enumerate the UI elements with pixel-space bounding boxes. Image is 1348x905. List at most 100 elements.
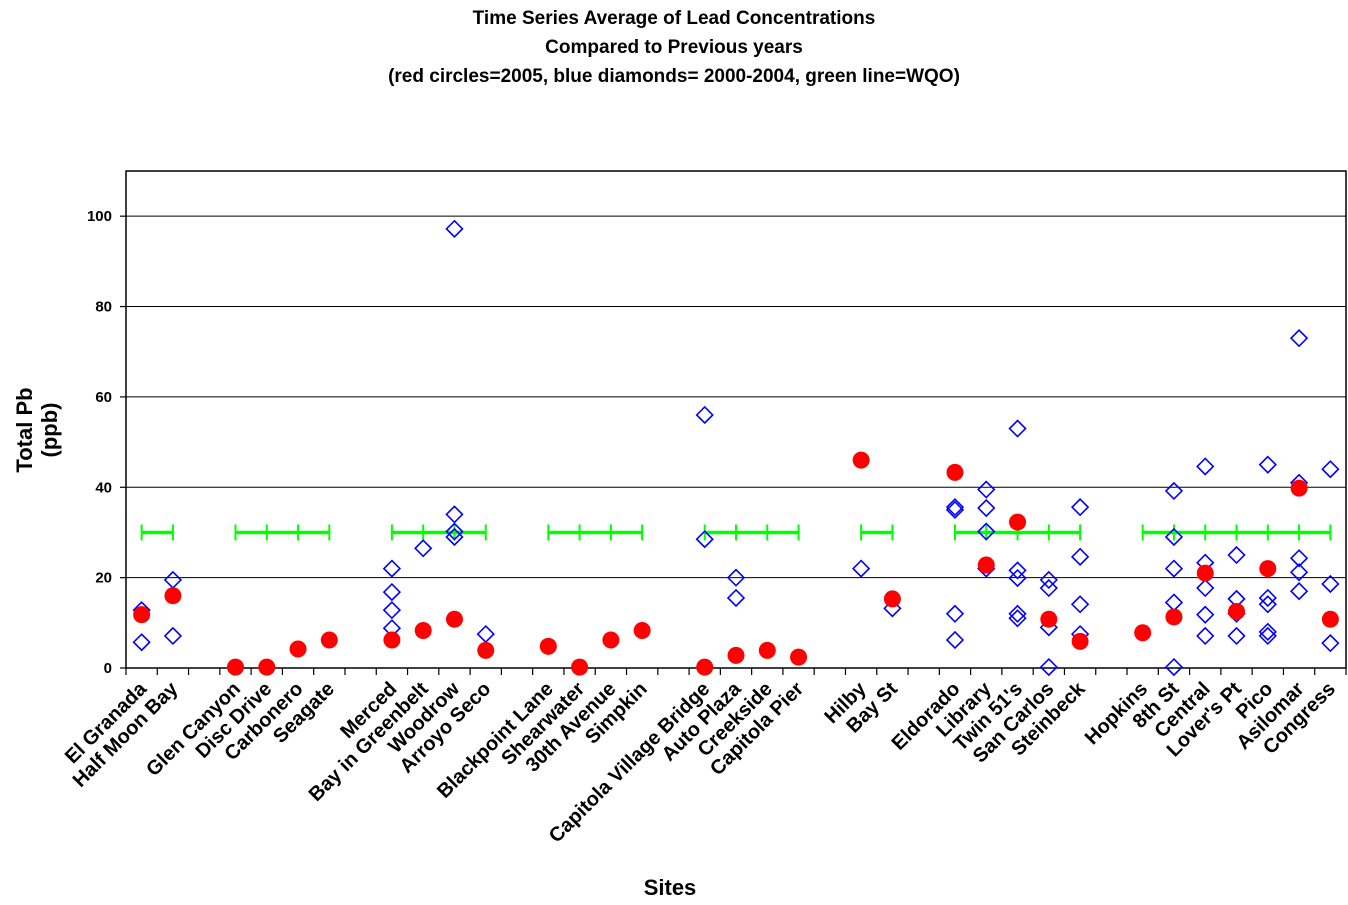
red-circle-point <box>477 641 495 659</box>
blue-diamond-point <box>1289 563 1309 582</box>
blue-diamond-point <box>163 626 183 646</box>
blue-diamond-point <box>1070 595 1090 614</box>
blue-diamond-point <box>1070 498 1090 517</box>
blue-diamond-point <box>1227 626 1246 646</box>
blue-diamond-point <box>445 527 464 547</box>
blue-diamond-point <box>1070 547 1090 566</box>
blue-diamond-point <box>1196 457 1215 476</box>
y-tick-label: 0 <box>104 660 112 677</box>
blue-diamond-point <box>1164 481 1184 501</box>
red-circle-point <box>727 646 745 664</box>
blue-diamond-point <box>883 599 902 618</box>
blue-diamond-point <box>445 522 464 541</box>
blue-diamond-point <box>1008 419 1027 438</box>
blue-diamond-point <box>977 522 996 541</box>
red-circle-point <box>383 631 401 649</box>
blue-diamond-point <box>1196 578 1215 598</box>
blue-diamond-point <box>977 480 996 499</box>
red-circle-point <box>1290 479 1308 497</box>
red-circle-point <box>414 621 432 639</box>
blue-diamond-point <box>382 582 402 602</box>
blue-diamond-point <box>1289 549 1309 568</box>
blue-diamond-point <box>1008 609 1027 628</box>
blue-diamond-point <box>1321 574 1340 594</box>
blue-diamond-point <box>1164 559 1184 578</box>
plot-area <box>125 170 1347 669</box>
red-circle-point <box>696 658 714 676</box>
y-tick-label: 60 <box>95 389 112 406</box>
blue-diamond-point <box>1008 561 1027 580</box>
blue-diamond-point <box>1008 568 1027 588</box>
red-circle-point <box>1134 624 1152 642</box>
blue-diamond-point <box>1196 605 1215 624</box>
red-circle-point <box>602 631 620 649</box>
blue-diamond-point <box>1258 595 1277 614</box>
red-circle-point <box>133 606 151 624</box>
blue-diamond-point <box>1258 622 1277 641</box>
x-axis-title: Sites <box>644 875 697 900</box>
y-tick-label: 100 <box>87 208 112 225</box>
red-circle-point <box>946 463 964 481</box>
y-axis-title-line-2: (ppb) <box>37 403 62 458</box>
red-circle-point <box>883 590 901 608</box>
red-circle-point <box>164 587 182 605</box>
red-circle-point <box>1196 564 1214 582</box>
chart-title-line-3: (red circles=2005, blue diamonds= 2000-2… <box>388 66 960 87</box>
blue-diamond-point <box>1164 527 1184 547</box>
blue-diamond-point <box>1258 588 1277 608</box>
y-tick-label: 40 <box>95 479 112 496</box>
red-circle-point <box>758 641 776 659</box>
blue-diamond-point <box>1196 626 1215 646</box>
red-circle-point <box>258 658 276 676</box>
red-circle-point <box>226 658 244 676</box>
blue-diamond-point <box>1008 604 1027 623</box>
blue-diamond-point <box>382 559 402 578</box>
blue-diamond-point <box>851 559 871 578</box>
blue-diamond-point <box>445 219 464 238</box>
red-circle-point <box>320 631 338 649</box>
blue-diamond-point <box>1039 570 1058 590</box>
red-circle-point <box>1321 610 1339 628</box>
red-circle-point <box>852 451 870 469</box>
blue-diamond-point <box>945 604 965 623</box>
y-axis-title-line-1: Total Pb <box>12 387 37 472</box>
blue-diamond-point <box>945 498 965 517</box>
blue-diamond-point <box>945 630 965 650</box>
blue-diamond-point <box>1164 657 1184 677</box>
chart-title-line-2: Compared to Previous years <box>545 37 803 58</box>
y-tick-label: 80 <box>95 299 112 316</box>
blue-diamond-point <box>1039 657 1058 677</box>
blue-diamond-point <box>695 405 714 425</box>
y-tick-label: 20 <box>95 570 112 587</box>
blue-diamond-point <box>1258 626 1277 646</box>
red-circle-point <box>539 637 557 655</box>
blue-diamond-point <box>1039 578 1058 598</box>
red-circle-point <box>790 648 808 666</box>
blue-diamond-point <box>414 539 433 558</box>
blue-diamond-point <box>1289 329 1309 348</box>
blue-diamond-point <box>445 505 464 524</box>
blue-diamond-point <box>726 568 746 587</box>
red-circle-point <box>1165 608 1183 626</box>
red-circle-point <box>1259 560 1277 578</box>
chart-title-line-1: Time Series Average of Lead Concentratio… <box>472 8 876 29</box>
red-circle-point <box>977 556 995 574</box>
blue-diamond-point <box>132 633 151 652</box>
red-circle-point <box>571 658 589 676</box>
red-circle-point <box>1009 513 1027 531</box>
blue-diamond-point <box>382 601 402 620</box>
blue-diamond-point <box>1258 455 1277 474</box>
red-circle-point <box>1071 632 1089 650</box>
red-circle-point <box>445 610 463 628</box>
blue-diamond-point <box>695 530 714 549</box>
red-circle-point <box>1040 610 1058 628</box>
red-circle-point <box>633 621 651 639</box>
red-circle-point <box>1228 603 1246 621</box>
blue-diamond-point <box>945 500 965 519</box>
blue-diamond-point <box>1227 545 1246 565</box>
blue-diamond-point <box>977 498 996 518</box>
red-circle-point <box>289 640 307 658</box>
blue-diamond-point <box>726 588 746 608</box>
blue-diamond-point <box>1321 460 1340 479</box>
blue-diamond-point <box>1321 634 1340 653</box>
